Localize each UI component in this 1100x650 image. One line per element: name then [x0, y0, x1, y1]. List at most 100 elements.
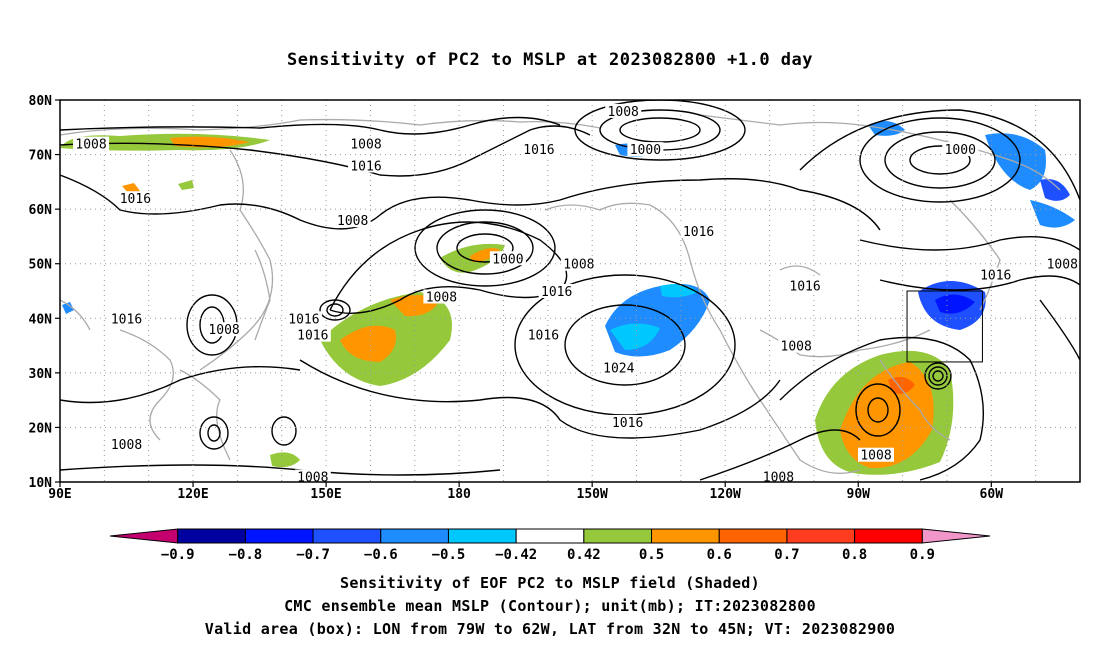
lat-label: 50N — [29, 258, 53, 273]
colorbar-swatch — [854, 528, 923, 544]
lat-label: 30N — [29, 367, 53, 382]
colorbar-swatch — [244, 528, 314, 544]
caption-line-3: Valid area (box): LON from 79W to 62W, L… — [204, 620, 896, 638]
lon-label: 150W — [577, 487, 608, 502]
contour-label: 1008 — [763, 471, 794, 486]
chart-title: Sensitivity of PC2 to MSLP at 2023082800… — [286, 50, 813, 70]
contour-label: 1024 — [603, 361, 634, 376]
contour-label: 1008 — [337, 214, 368, 229]
contour-label-bg — [108, 436, 145, 451]
contour-label: 1008 — [111, 438, 142, 453]
lat-label: 40N — [29, 312, 53, 327]
colorbar-label: 0.6 — [707, 547, 732, 563]
contour-label-bg — [858, 447, 894, 462]
contour-label: 1008 — [608, 105, 639, 120]
contour-label: 1016 — [612, 416, 643, 431]
contour-label-bg — [778, 338, 815, 353]
colorbar-swatch — [380, 528, 449, 544]
sensitivity-shading — [60, 121, 1075, 475]
contour-label: 1008 — [1047, 258, 1078, 273]
colorbar-swatch — [109, 528, 179, 544]
colorbar-swatch — [786, 528, 856, 544]
contour-label: 1008 — [426, 290, 457, 305]
lat-label: 10N — [29, 476, 53, 491]
colorbar-swatch — [447, 528, 517, 544]
contour-label-bg — [348, 136, 384, 151]
colorbar-label: −0.5 — [432, 547, 466, 563]
colorbar-swatch — [177, 528, 246, 544]
colorbar: −0.9 −0.8 −0.7 −0.6 −0.5 −0.42 0.42 0.5 0.6 0.7 0.… — [109, 528, 991, 563]
contour-label: 1008 — [781, 340, 812, 355]
lat-label: 20N — [29, 421, 53, 436]
contour-label: 1016 — [350, 159, 381, 174]
contour-label: 1016 — [288, 312, 319, 327]
colorbar-swatch — [583, 528, 653, 544]
contour-label-bg — [680, 223, 717, 238]
colorbar-label: −0.8 — [229, 547, 263, 563]
colorbar-label: −0.42 — [495, 547, 537, 563]
contour-label: 1016 — [980, 269, 1011, 284]
caption-line-1: Sensitivity of EOF PC2 to MSLP field (Sh… — [340, 574, 760, 592]
contour-label: 1016 — [541, 285, 572, 300]
colorbar-swatch — [312, 528, 382, 544]
contour-label: 1008 — [75, 138, 106, 153]
contour-label-bg — [294, 469, 331, 484]
contour-label-bg — [73, 136, 110, 151]
lon-label: 120W — [710, 487, 741, 502]
contour-label: 1008 — [297, 471, 328, 486]
lon-label: 90W — [847, 487, 871, 502]
contour-label-bg — [627, 142, 664, 157]
colorbar-label: 0.9 — [910, 547, 935, 563]
colorbar-swatch — [651, 528, 720, 544]
contour-label-bg — [609, 414, 646, 429]
contour-label-bg — [600, 360, 637, 375]
valid-area-box — [906, 290, 983, 363]
contour-label-bg — [977, 267, 1014, 282]
contour-label: 1000 — [492, 252, 523, 267]
contour-label: 1016 — [111, 312, 142, 327]
colorbar-label: 0.42 — [567, 547, 601, 563]
contour-label: 1000 — [630, 143, 661, 158]
contour-label: 1016 — [120, 192, 151, 207]
contour-label: 1016 — [683, 225, 714, 240]
lon-label: 120E — [177, 487, 208, 502]
colorbar-swatch — [921, 528, 991, 544]
colorbar-label: −0.7 — [296, 547, 330, 563]
lat-label: 80N — [29, 94, 53, 109]
colorbar-swatch — [718, 528, 788, 544]
colorbar-swatch — [515, 528, 585, 544]
contour-label-bg — [560, 256, 597, 271]
contour-label-bg — [760, 469, 797, 484]
contour-label: 1016 — [523, 143, 554, 158]
colorbar-label: 0.7 — [774, 547, 799, 563]
contour-label-bg — [348, 158, 384, 173]
contour-label: 1016 — [297, 329, 328, 344]
contour-label-bg — [942, 142, 979, 157]
colorbar-label: 0.5 — [639, 547, 664, 563]
colorbar-label: −0.9 — [161, 547, 195, 563]
contour-label: 1016 — [528, 329, 559, 344]
lon-label: 150E — [310, 487, 341, 502]
coastlines — [60, 114, 1061, 474]
contour-label: 1000 — [945, 143, 976, 158]
map-frame — [59, 99, 1081, 483]
contour-label-bg — [206, 322, 243, 337]
contour-label-bg — [538, 284, 575, 298]
lon-label: 60W — [980, 487, 1004, 502]
contour-label-bg — [423, 289, 460, 304]
lat-label: 70N — [29, 149, 53, 164]
colorbar-label: −0.6 — [364, 547, 398, 563]
contour-label: 1016 — [789, 280, 820, 295]
contour-label: 1008 — [563, 258, 594, 273]
contour-label-bg — [334, 213, 371, 228]
contour-label-bg — [525, 327, 562, 342]
contour-label-bg — [605, 103, 642, 118]
contour-label: 1008 — [860, 449, 891, 464]
lon-label: 180 — [447, 487, 471, 502]
caption-line-2: CMC ensemble mean MSLP (Contour); unit(m… — [284, 597, 816, 615]
colorbar-label: 0.8 — [842, 547, 867, 563]
contour-label-bg — [1044, 256, 1081, 271]
lat-label: 60N — [29, 203, 53, 218]
